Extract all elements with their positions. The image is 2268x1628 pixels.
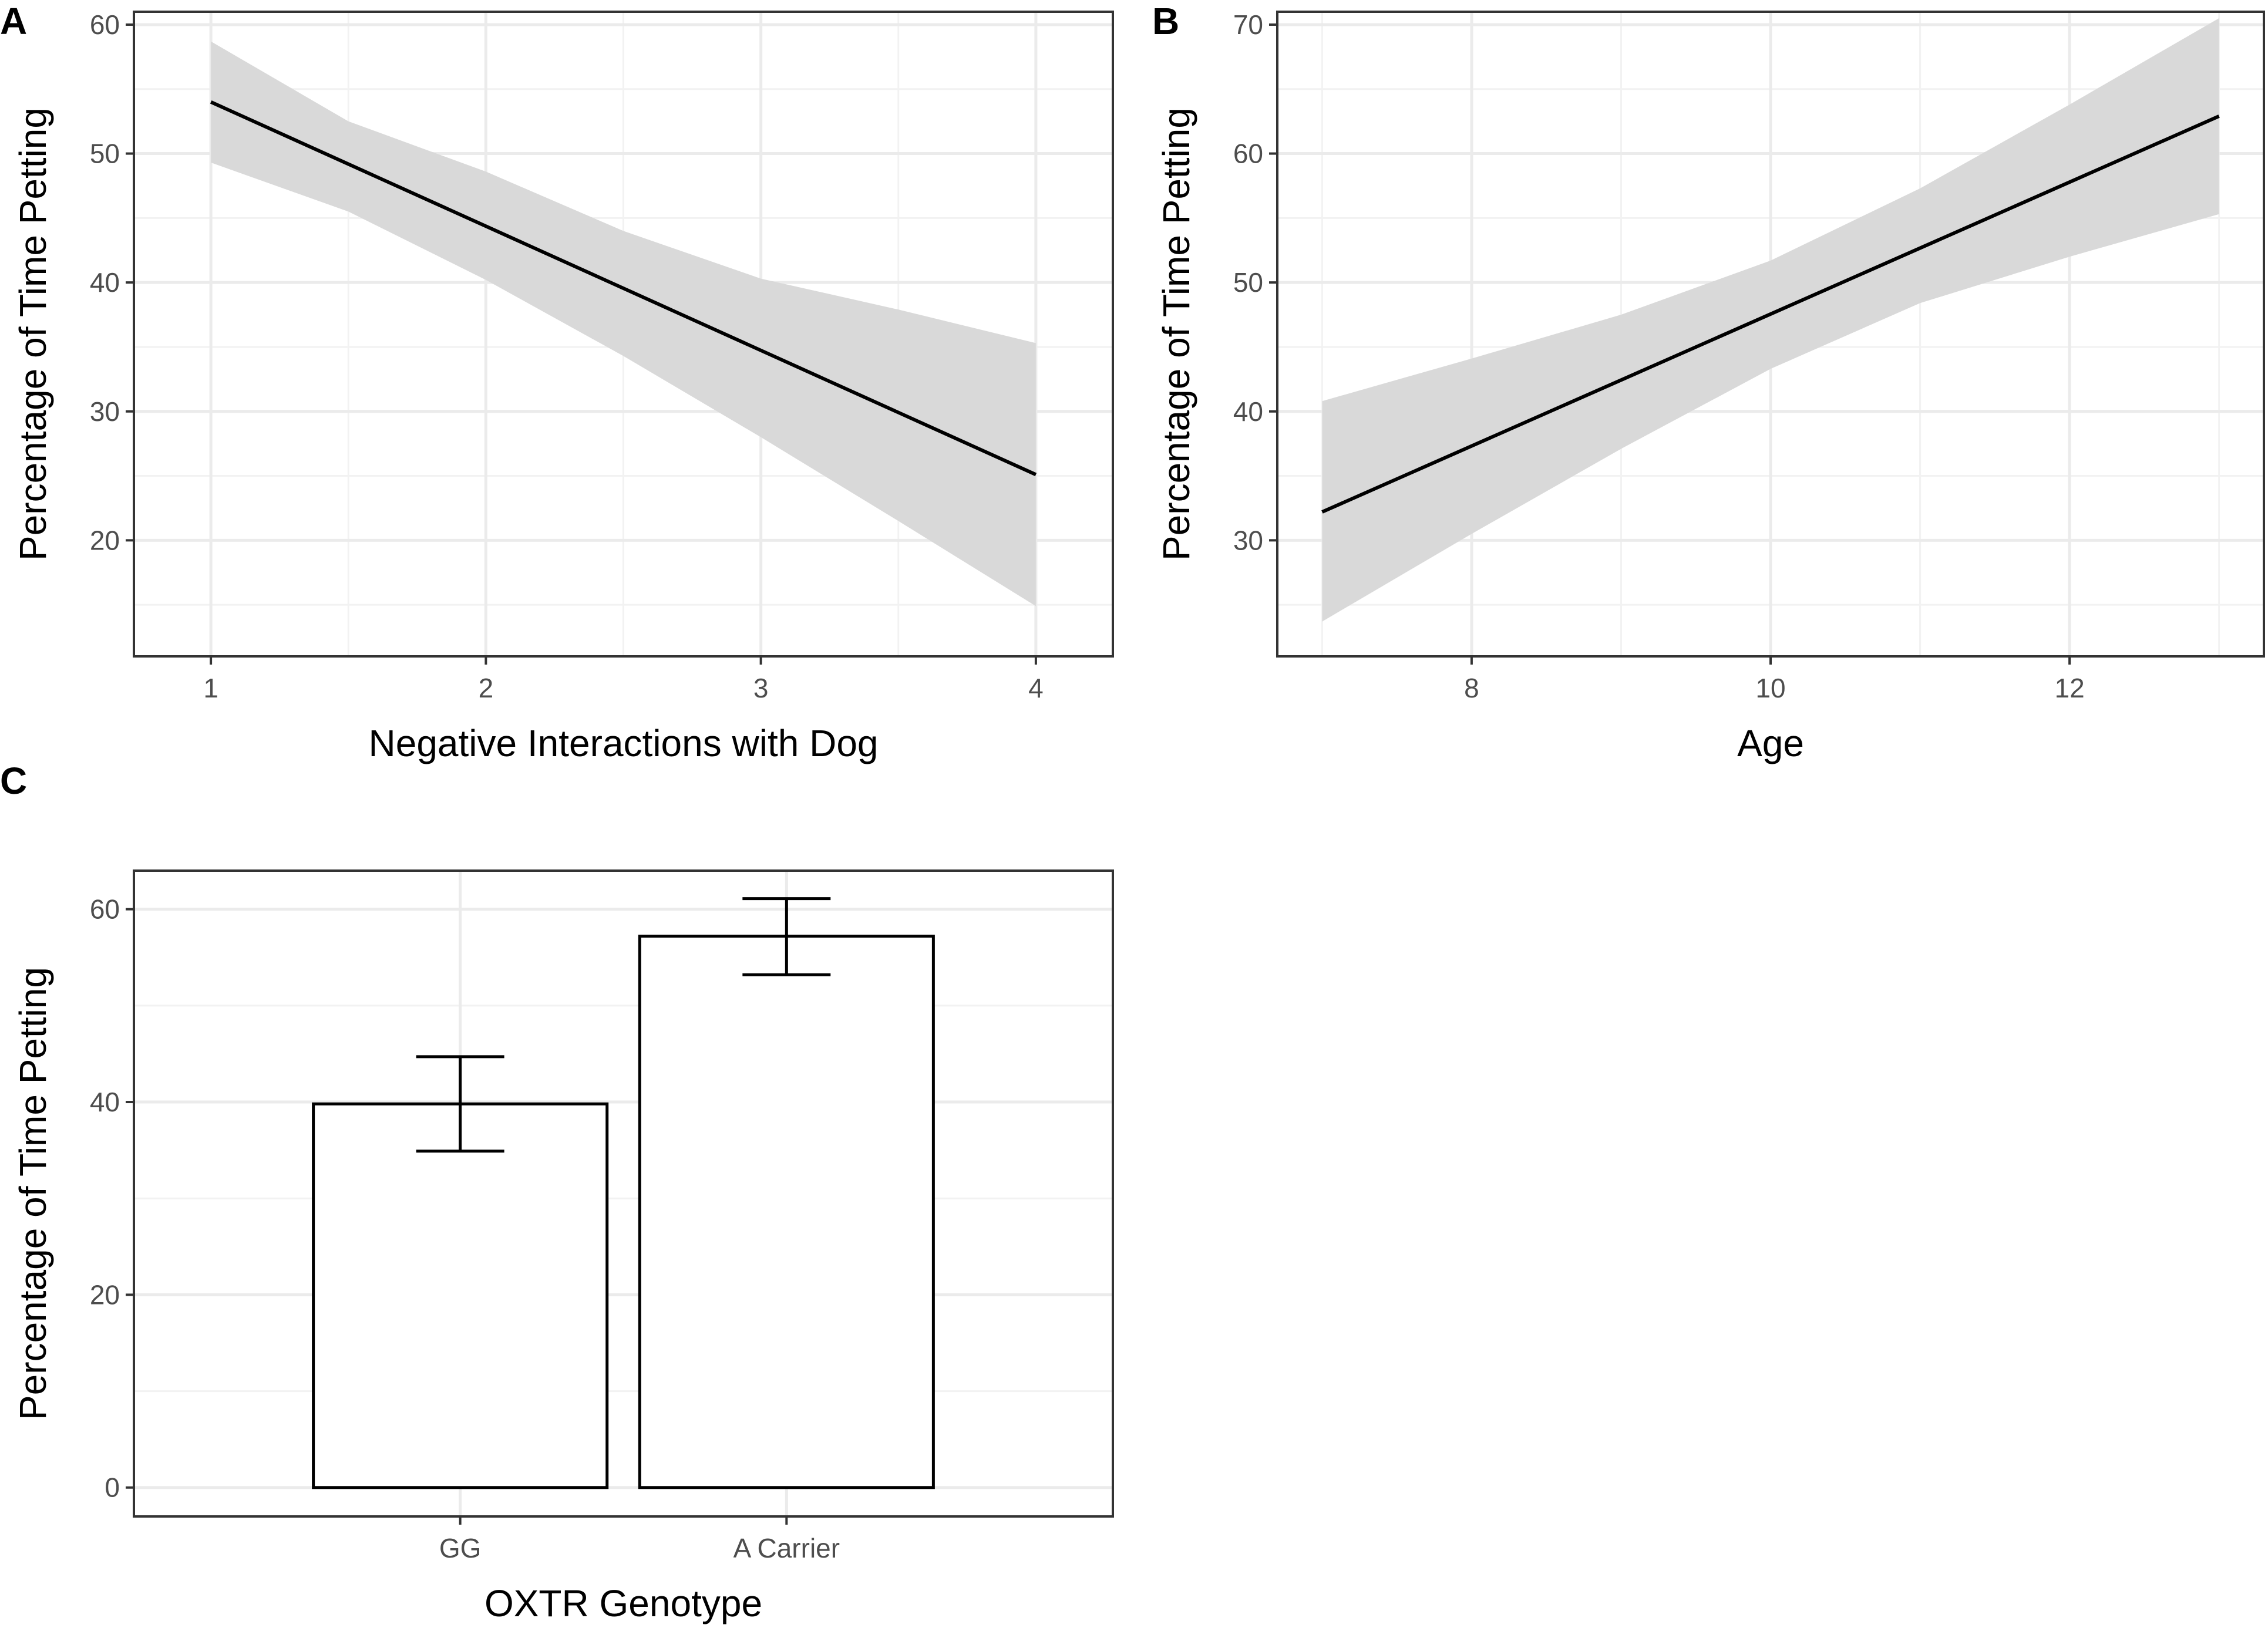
x-tick-label: GG [439,1533,482,1563]
x-tick-label: 8 [1464,673,1479,703]
x-tick-label: 12 [2055,673,2085,703]
x-axis-title: OXTR Genotype [484,1582,762,1624]
bar-a-carrier [638,935,935,1489]
y-tick-label: 40 [1233,396,1263,427]
y-tick-label: 50 [1233,267,1263,298]
x-tick-label: A Carrier [733,1533,840,1563]
panel-letter-c: C [0,760,27,802]
regression-line [1321,114,2220,514]
confidence-band [1322,18,2219,622]
panel-b: B 30 40 50 60 70 8 10 12 Age Percentage of Time Pe… [1152,0,2265,764]
y-tick-label: 60 [90,894,120,925]
y-tick-label: 20 [90,1279,120,1310]
y-tick-label: 40 [90,267,120,298]
y-tick-label: 30 [1233,525,1263,555]
y-tick-label: 0 [105,1472,120,1503]
y-tick-label: 40 [90,1087,120,1117]
error-bar-a-carrier [742,897,831,976]
y-tick-label: 30 [90,396,120,427]
y-axis-title: Percentage of Time Petting [12,107,54,561]
x-tick-label: 3 [753,673,769,703]
panel-c: C 0 20 40 60 GG A Carrier OXTR Genotype Percenta… [0,760,1114,1624]
y-tick-label: 70 [1233,9,1263,40]
x-tick-label: 2 [479,673,494,703]
x-tick-label: 1 [203,673,218,703]
panel-a: A 20 30 40 50 60 1 2 3 4 Negative Interactions wit… [0,0,1114,764]
panel-letter-b: B [1152,0,1179,42]
y-axis-title: Percentage of Time Petting [1155,107,1197,561]
y-axis-title: Percentage of Time Petting [12,967,54,1420]
regression-line [210,100,1037,477]
y-tick-label: 50 [90,139,120,169]
x-axis-title: Age [1737,722,1804,764]
confidence-band [211,41,1036,606]
x-tick-label: 4 [1028,673,1044,703]
bar-gg [312,1102,609,1489]
x-tick-label: 10 [1755,673,1785,703]
y-tick-label: 20 [90,525,120,555]
error-bar-gg [416,1055,504,1153]
y-tick-label: 60 [90,9,120,40]
x-axis-title: Negative Interactions with Dog [369,722,879,764]
plot-border [133,11,1114,658]
panel-letter-a: A [0,0,27,42]
plot-area [133,869,1114,1518]
plot-border [133,869,1114,1518]
y-tick-label: 60 [1233,139,1263,169]
